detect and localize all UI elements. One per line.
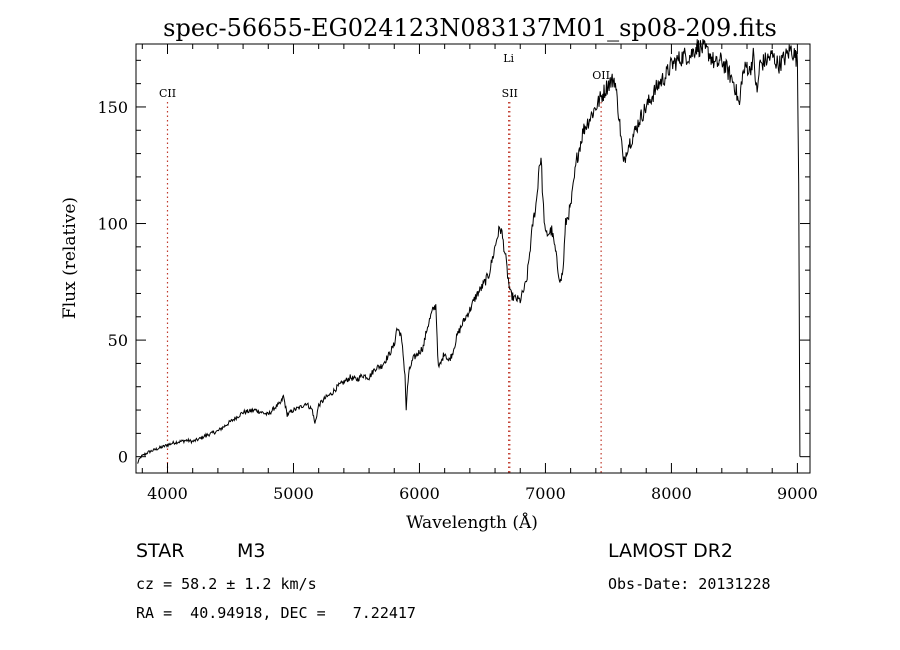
x-axis-label: Wavelength (Å) xyxy=(406,512,538,533)
chart-title: spec-56655-EG024123N083137M01_sp08-209.f… xyxy=(163,14,777,42)
x-tick-label: 5000 xyxy=(273,484,314,503)
y-axis-label: Flux (relative) xyxy=(60,197,80,319)
y-tick-label: 100 xyxy=(97,215,128,234)
reference-lines: CII SII Li OII xyxy=(159,52,610,473)
axis-ticks: 4000 5000 6000 7000 8000 9000 0 50 100 150 xyxy=(97,44,818,503)
plot-frame xyxy=(135,43,811,474)
object-class: STAR xyxy=(136,540,185,562)
line-label-li: Li xyxy=(503,52,514,65)
plot-border xyxy=(135,43,811,474)
y-tick-label: 50 xyxy=(108,331,128,350)
line-label-sii: SII xyxy=(502,87,518,100)
x-tick-label: 4000 xyxy=(147,484,188,503)
spectrum-line xyxy=(137,39,801,464)
x-tick-label: 8000 xyxy=(651,484,692,503)
line-label-cii: CII xyxy=(159,87,176,100)
series-layer xyxy=(137,39,801,464)
x-tick-label: 6000 xyxy=(399,484,440,503)
survey-label: LAMOST DR2 xyxy=(608,540,733,562)
redshift-text: cz = 58.2 ± 1.2 km/s xyxy=(136,575,317,593)
obs-date-text: Obs-Date: 20131228 xyxy=(608,575,771,593)
x-tick-label: 7000 xyxy=(525,484,566,503)
object-subclass: M3 xyxy=(237,540,266,562)
y-tick-label: 0 xyxy=(118,448,128,467)
y-tick-label: 150 xyxy=(97,98,128,117)
coordinates-text: RA = 40.94918, DEC = 7.22417 xyxy=(136,604,416,622)
x-tick-label: 9000 xyxy=(777,484,818,503)
line-label-oii: OII xyxy=(592,69,610,82)
